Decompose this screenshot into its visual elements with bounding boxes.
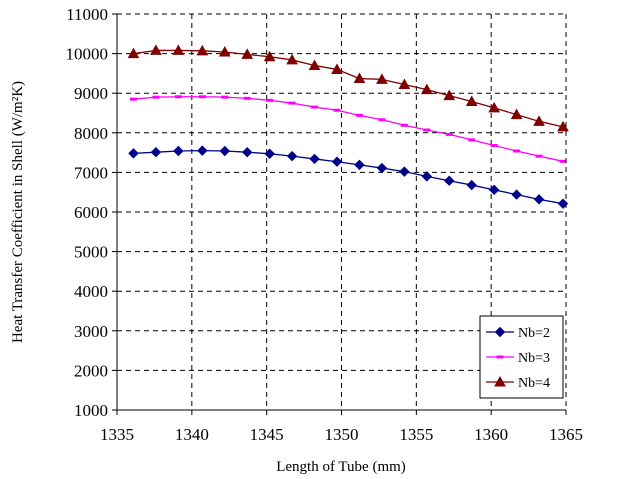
y-tick-label: 1000	[74, 401, 108, 420]
data-point	[444, 175, 455, 186]
y-tick-label: 4000	[74, 282, 108, 301]
data-point	[376, 162, 388, 174]
x-tick-label: 1340	[175, 425, 209, 444]
data-point	[378, 118, 386, 122]
data-point	[421, 171, 433, 182]
data-point	[445, 132, 453, 136]
data-point	[152, 95, 160, 99]
series-3	[127, 44, 569, 132]
data-point	[465, 95, 478, 107]
series-1	[128, 145, 569, 209]
data-point	[466, 179, 477, 191]
data-point	[557, 198, 569, 209]
data-point	[353, 72, 366, 84]
legend-item: Nb=2	[486, 326, 550, 341]
legend-label: Nb=2	[518, 326, 550, 341]
legend: Nb=2 Nb=3 Nb=4	[479, 315, 564, 399]
data-point	[197, 145, 208, 156]
series-2	[129, 95, 567, 163]
y-tick-label: 8000	[74, 124, 108, 143]
legend-label: Nb=3	[518, 351, 550, 366]
legend-item: Nb=3	[486, 351, 550, 366]
data-point	[398, 78, 411, 89]
data-point	[221, 95, 229, 99]
data-point	[399, 166, 410, 177]
y-tick-label: 3000	[74, 322, 108, 341]
data-point	[173, 145, 184, 157]
data-point	[331, 63, 343, 74]
y-tick-label: 2000	[74, 361, 108, 380]
y-tick-label: 9000	[74, 84, 108, 103]
data-point	[535, 154, 543, 158]
data-point	[355, 113, 363, 117]
data-point	[266, 98, 274, 102]
x-tick-label: 1365	[549, 425, 583, 444]
data-point	[219, 145, 230, 157]
data-point	[172, 44, 185, 55]
x-tick-label: 1345	[250, 425, 284, 444]
y-tick-label: 10000	[66, 45, 109, 64]
series-line	[133, 96, 564, 162]
data-point	[128, 148, 139, 159]
x-tick-label: 1350	[325, 425, 359, 444]
data-point	[174, 95, 182, 99]
data-point	[376, 73, 388, 84]
series-layer	[127, 44, 569, 209]
y-tick-label: 7000	[74, 163, 108, 182]
data-point	[263, 50, 276, 62]
legend-swatch-marker	[494, 375, 506, 387]
data-point	[243, 96, 251, 100]
x-axis-title: Length of Tube (mm)	[276, 459, 406, 475]
data-point	[311, 105, 319, 109]
legend-label: Nb=4	[518, 376, 550, 391]
data-point	[308, 59, 321, 70]
data-point	[354, 159, 365, 171]
data-point	[129, 97, 137, 101]
data-point	[510, 108, 523, 120]
x-tick-label: 1335	[100, 425, 134, 444]
axes	[112, 13, 567, 415]
data-point	[490, 143, 498, 147]
data-point	[533, 194, 545, 205]
y-tick-label: 11000	[66, 5, 108, 24]
data-point	[533, 115, 545, 126]
data-point	[559, 159, 567, 163]
data-point	[288, 101, 296, 105]
data-point	[511, 189, 522, 200]
data-point	[241, 48, 254, 59]
data-point	[309, 153, 320, 165]
data-point	[150, 146, 162, 158]
data-point	[286, 53, 298, 65]
data-point	[331, 156, 343, 167]
tick-labels: 1000 2000 3000 4000 5000 6000 7000 8000 9000 1000…	[66, 5, 584, 444]
data-point	[333, 108, 341, 112]
data-point	[488, 101, 501, 113]
x-tick-label: 1360	[474, 425, 508, 444]
data-point	[242, 146, 253, 158]
data-point	[264, 148, 275, 159]
data-point	[420, 83, 433, 95]
y-axis-title: Heat Transfer Coefficient in Shell (W/m²…	[10, 81, 26, 343]
y-tick-label: 5000	[74, 243, 108, 262]
grid	[117, 14, 566, 410]
data-point	[150, 44, 162, 55]
data-point	[198, 95, 206, 99]
data-point	[286, 150, 298, 162]
y-tick-label: 6000	[74, 203, 108, 222]
data-point	[443, 89, 456, 101]
data-point	[468, 138, 476, 142]
data-point	[196, 44, 209, 56]
series-line	[133, 49, 564, 128]
data-point	[488, 184, 500, 196]
legend-item: Nb=4	[486, 375, 550, 391]
legend-swatch-marker	[494, 326, 506, 338]
data-point	[423, 128, 431, 132]
data-point	[513, 149, 521, 153]
data-point	[127, 47, 140, 59]
data-point	[218, 45, 231, 57]
x-tick-label: 1355	[399, 425, 433, 444]
legend-swatch-marker	[496, 355, 504, 359]
data-point	[400, 123, 408, 127]
